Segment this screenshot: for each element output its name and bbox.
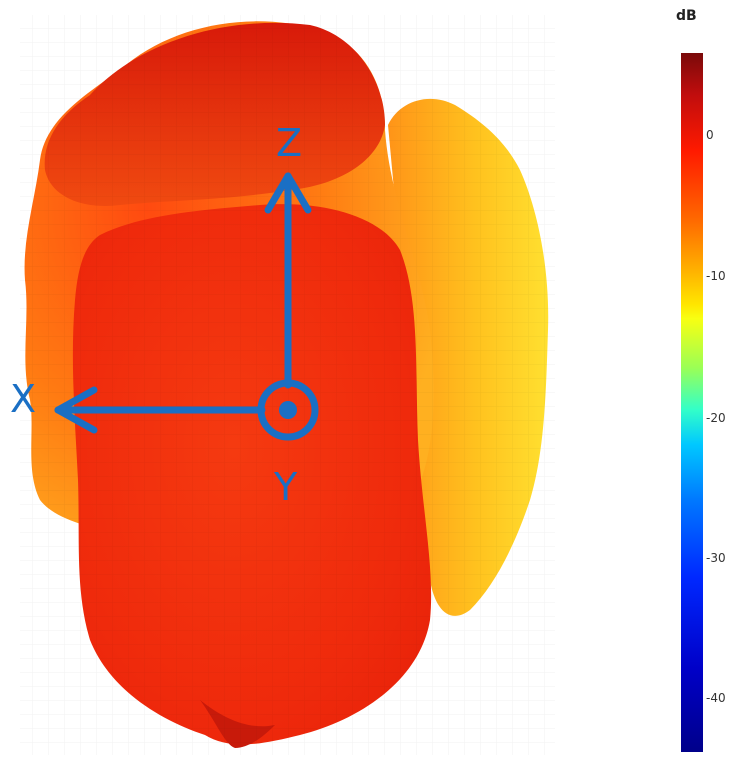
colorbar-title: dB	[676, 8, 697, 24]
y-axis-dot	[279, 401, 297, 419]
colorbar-tick-minus20: -20	[706, 411, 726, 425]
colorbar-tick-minus40: -40	[706, 691, 726, 705]
colorbar-tick-minus30: -30	[706, 551, 726, 565]
y-axis-label: Y	[274, 468, 297, 506]
z-axis-label: Z	[276, 124, 302, 162]
x-axis-label: X	[10, 380, 36, 418]
colorbar-tick-0: 0	[706, 128, 714, 142]
colorbar-tick-minus10: -10	[706, 269, 726, 283]
colorbar	[681, 53, 703, 752]
